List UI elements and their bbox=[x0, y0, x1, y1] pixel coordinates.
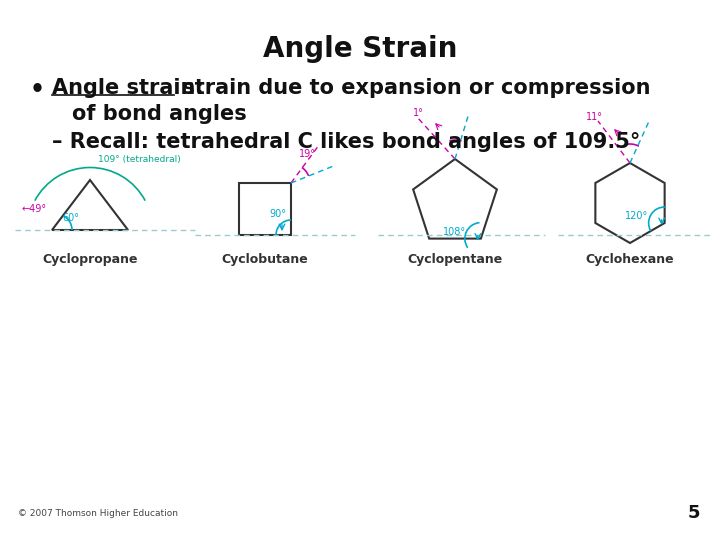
Text: Cyclohexane: Cyclohexane bbox=[585, 253, 675, 266]
Text: Angle Strain: Angle Strain bbox=[263, 35, 457, 63]
Text: 109° (tetrahedral): 109° (tetrahedral) bbox=[98, 155, 181, 164]
Text: ←49°: ←49° bbox=[22, 204, 47, 214]
Text: – Recall: tetrahedral C likes bond angles of 109.5°: – Recall: tetrahedral C likes bond angle… bbox=[52, 132, 640, 152]
Text: 5: 5 bbox=[688, 504, 700, 522]
Text: 60°: 60° bbox=[62, 213, 79, 223]
Text: of bond angles: of bond angles bbox=[72, 104, 247, 124]
Text: 1°: 1° bbox=[413, 108, 424, 118]
Text: © 2007 Thomson Higher Education: © 2007 Thomson Higher Education bbox=[18, 509, 178, 518]
Text: 108°: 108° bbox=[443, 227, 466, 237]
Text: •: • bbox=[30, 78, 45, 102]
Text: 19°: 19° bbox=[299, 149, 316, 159]
Text: Angle strain:: Angle strain: bbox=[52, 78, 204, 98]
Text: Cyclopropane: Cyclopropane bbox=[42, 253, 138, 266]
Text: Cyclobutane: Cyclobutane bbox=[222, 253, 308, 266]
Text: Cyclopentane: Cyclopentane bbox=[408, 253, 503, 266]
Text: 11°: 11° bbox=[586, 112, 603, 122]
Text: 90°: 90° bbox=[269, 209, 286, 219]
Text: strain due to expansion or compression: strain due to expansion or compression bbox=[175, 78, 650, 98]
Text: 120°: 120° bbox=[625, 211, 648, 221]
